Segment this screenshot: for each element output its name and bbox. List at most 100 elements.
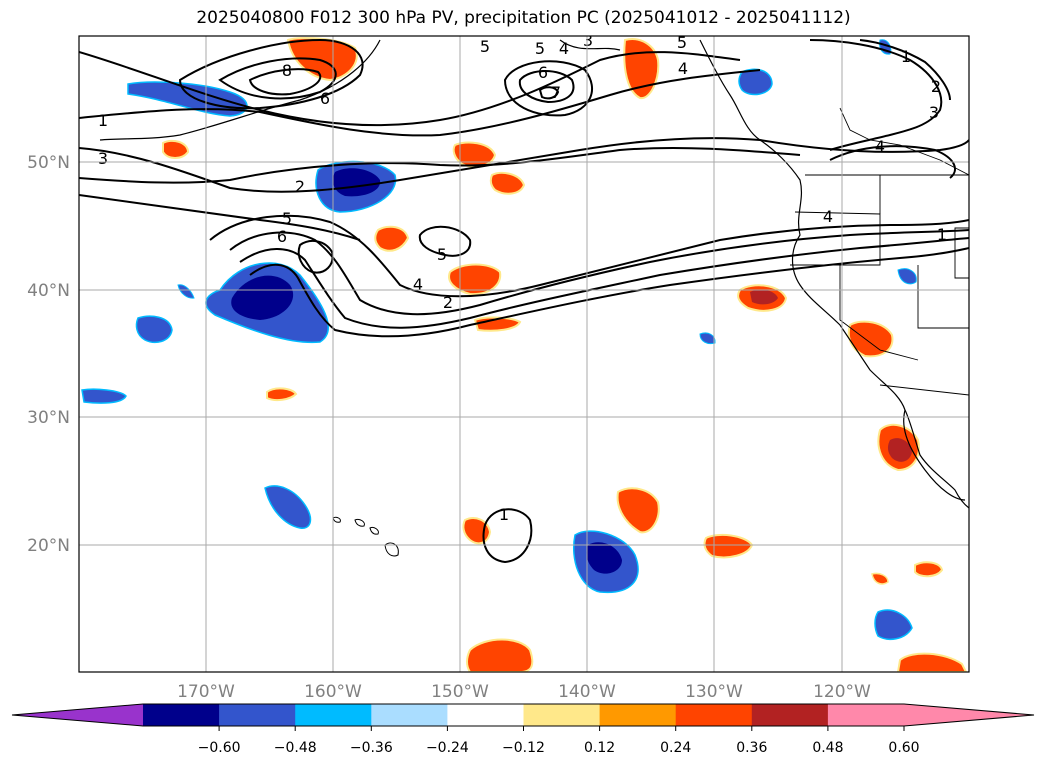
colorbar-bin bbox=[447, 704, 524, 726]
contour-label: 3 bbox=[929, 103, 939, 122]
precip-blob bbox=[286, 37, 358, 82]
colorbar-bin bbox=[523, 704, 601, 726]
contour-label: 4 bbox=[413, 275, 423, 294]
contour-label: 5 bbox=[535, 39, 545, 58]
contour-label: 5 bbox=[437, 245, 447, 264]
contour-label: 1 bbox=[98, 111, 108, 130]
precip-blob bbox=[489, 171, 526, 195]
precip-blob bbox=[81, 388, 127, 404]
colorbar-bins bbox=[143, 704, 905, 726]
baja-coast bbox=[903, 409, 966, 501]
colorbar-label: −0.60 bbox=[198, 740, 241, 756]
contour-label: 4 bbox=[678, 59, 688, 78]
lat-tick-label: 30°N bbox=[27, 408, 70, 428]
colorbar-label: −0.36 bbox=[350, 740, 393, 756]
lon-tick-label: 160°W bbox=[304, 682, 362, 702]
contour-label: 4 bbox=[823, 207, 833, 226]
contour-label: 1 bbox=[499, 505, 509, 524]
colorbar-label: −0.24 bbox=[426, 740, 469, 756]
lat-tick-label: 40°N bbox=[27, 281, 70, 301]
hawaii-island bbox=[384, 542, 399, 557]
precip-negative-anomalies bbox=[81, 39, 917, 641]
pv-contours bbox=[79, 38, 969, 564]
precip-blob bbox=[162, 139, 190, 159]
precip-blob bbox=[874, 609, 913, 641]
lat-tick-label: 50°N bbox=[27, 153, 70, 173]
map-frame bbox=[78, 35, 970, 673]
colorbar: −0.60 −0.48 −0.36 −0.24 −0.12 0.12 0.24 0.36 0.4… bbox=[11, 703, 1035, 756]
contour-label: 2 bbox=[931, 77, 941, 96]
colorbar-label: −0.48 bbox=[274, 740, 317, 756]
precip-blob bbox=[887, 438, 912, 462]
colorbar-label: 0.48 bbox=[812, 740, 843, 756]
colorbar-bin bbox=[751, 704, 829, 726]
lon-tick-label: 130°W bbox=[685, 682, 743, 702]
precip-blob bbox=[871, 572, 889, 585]
contour-label: 6 bbox=[320, 89, 330, 108]
inlet bbox=[559, 39, 621, 51]
precip-blob bbox=[264, 485, 312, 529]
contour-label: 1 bbox=[901, 47, 911, 66]
pv-contour-labels: 1 3 2 5 6 8 6 4 2 5 5 5 4 3 6 7 5 4 1 1 … bbox=[98, 31, 947, 524]
colorbar-under-triangle bbox=[12, 704, 143, 726]
precip-blob bbox=[586, 542, 622, 574]
precip-blob bbox=[750, 289, 778, 305]
precip-blob bbox=[231, 275, 294, 320]
contour-label: 2 bbox=[295, 177, 305, 196]
contour-label: 6 bbox=[538, 63, 548, 82]
colorbar-bin bbox=[295, 704, 372, 726]
hawaii-island bbox=[369, 527, 379, 535]
precip-blob bbox=[703, 533, 754, 559]
coastlines bbox=[99, 39, 969, 509]
hawaii-island bbox=[332, 516, 341, 523]
colorbar-bin bbox=[371, 704, 448, 726]
precip-blob bbox=[374, 225, 410, 252]
precip-blob bbox=[738, 68, 773, 96]
colorbar-label: 0.60 bbox=[888, 740, 919, 756]
colorbar-label: 0.24 bbox=[660, 740, 691, 756]
precip-blob bbox=[897, 268, 917, 285]
colorbar-labels: −0.60 −0.48 −0.36 −0.24 −0.12 0.12 0.24 0.36 0.4… bbox=[198, 726, 920, 756]
precip-blob bbox=[266, 387, 298, 402]
contour-label: 3 bbox=[583, 31, 593, 50]
contour-label: 5 bbox=[677, 33, 687, 52]
precip-positive-anomalies bbox=[162, 37, 968, 672]
lon-tick-label: 140°W bbox=[558, 682, 616, 702]
graticule bbox=[79, 36, 969, 672]
colorbar-bin bbox=[219, 704, 296, 726]
contour-label: 5 bbox=[480, 37, 490, 56]
contour-label: 4 bbox=[559, 39, 569, 58]
contour-label: 6 bbox=[277, 227, 287, 246]
precip-blob bbox=[699, 332, 716, 345]
precip-blob bbox=[466, 638, 534, 672]
map-plot-area: 1 3 2 5 6 8 6 4 2 5 5 5 4 3 6 7 5 4 1 1 … bbox=[79, 31, 969, 672]
contour-label: 4 bbox=[875, 137, 885, 156]
lon-tick-label: 120°W bbox=[813, 682, 871, 702]
lon-tick-label: 170°W bbox=[177, 682, 235, 702]
colorbar-bin bbox=[143, 704, 220, 726]
contour-label: 2 bbox=[443, 293, 453, 312]
contour-label: 3 bbox=[98, 149, 108, 168]
colorbar-label: 0.12 bbox=[584, 740, 615, 756]
colorbar-bin bbox=[827, 704, 905, 726]
lon-tick-label: 150°W bbox=[431, 682, 489, 702]
lat-tick-label: 20°N bbox=[27, 536, 70, 556]
precip-blob bbox=[135, 315, 173, 343]
colorbar-bin bbox=[675, 704, 753, 726]
contour-label: 8 bbox=[282, 61, 292, 80]
contour-label: 5 bbox=[282, 209, 292, 228]
contour-label: 7 bbox=[551, 83, 561, 102]
colorbar-bin bbox=[599, 704, 677, 726]
precip-blob bbox=[914, 561, 944, 578]
map-title: 2025040800 F012 300 hPa PV, precipitatio… bbox=[196, 8, 851, 28]
colorbar-label: −0.12 bbox=[502, 740, 545, 756]
precip-blob bbox=[896, 652, 968, 672]
alaska-coast bbox=[99, 39, 381, 141]
islands bbox=[332, 516, 399, 557]
colorbar-label: 0.36 bbox=[736, 740, 767, 756]
precip-blob bbox=[448, 263, 502, 296]
lat-tick-labels: 50°N 40°N 30°N 20°N bbox=[27, 153, 70, 556]
contour-label: 1 bbox=[937, 225, 947, 244]
precip-blob bbox=[616, 487, 660, 534]
